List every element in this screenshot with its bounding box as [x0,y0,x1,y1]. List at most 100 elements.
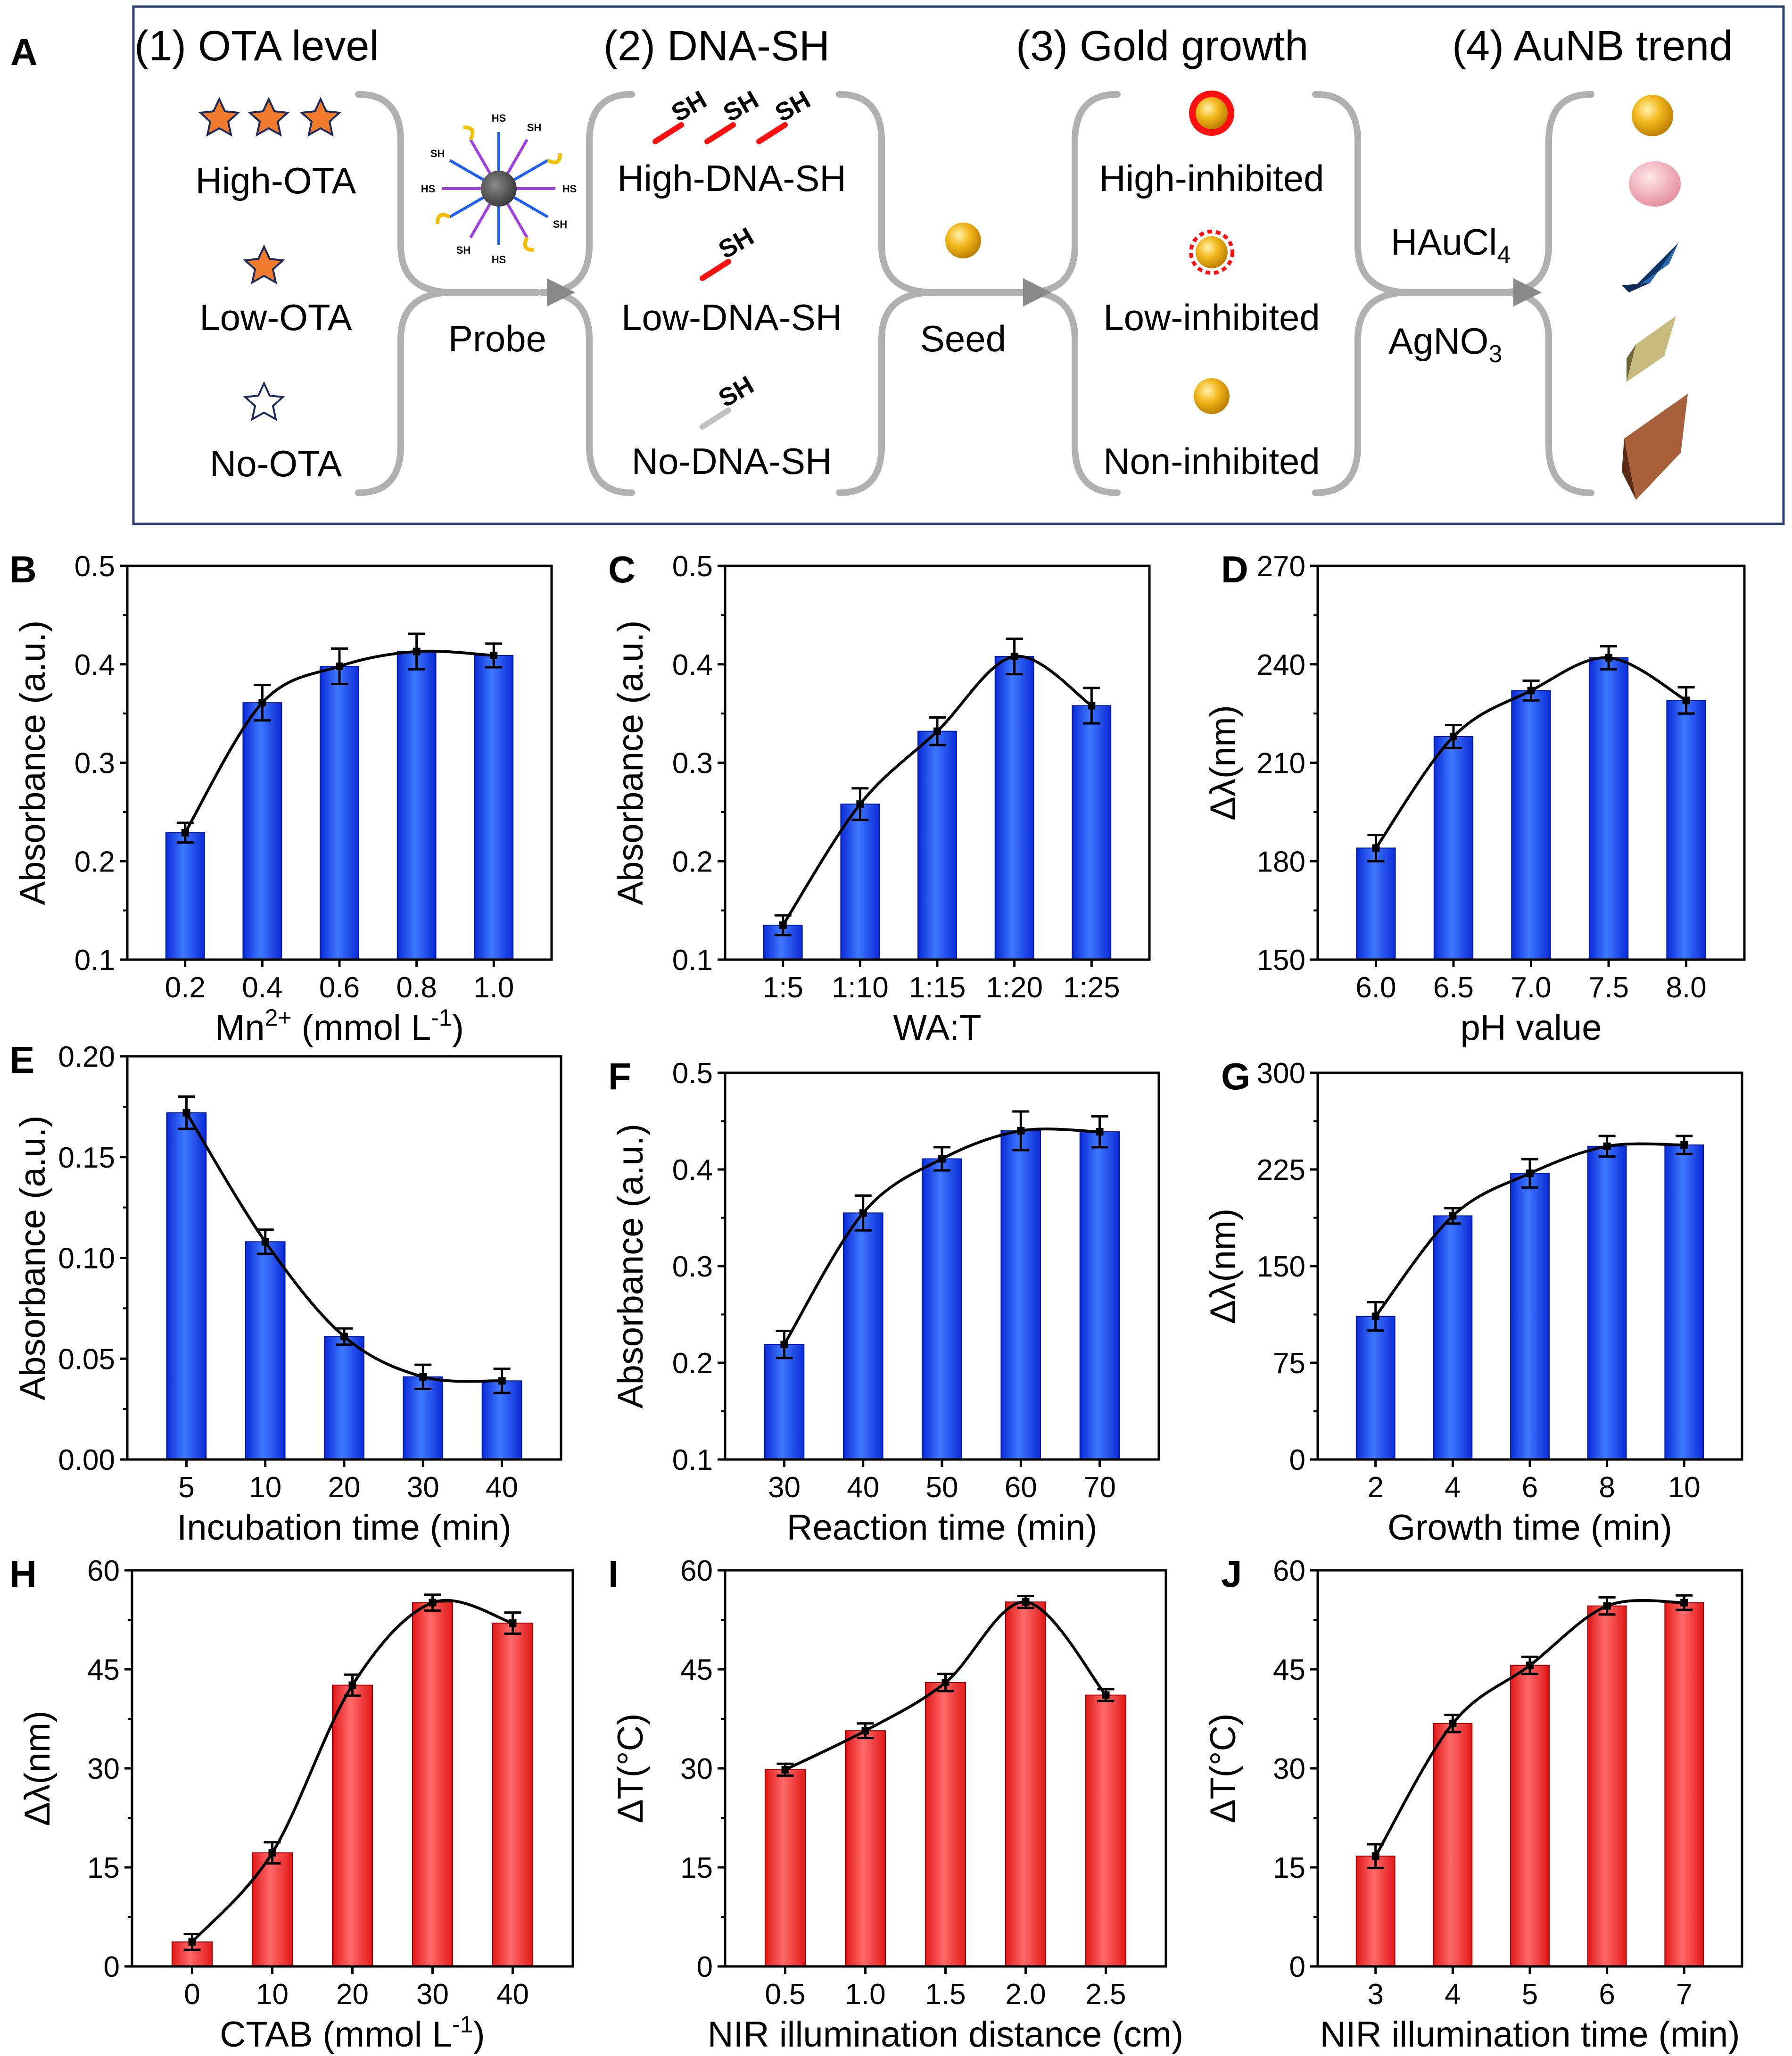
arrow-icon [1513,278,1542,307]
probe-aptamer [436,213,451,224]
x-tick-label: 7.0 [1511,971,1551,1004]
x-tick-label: 7 [1676,1978,1692,2011]
bar [412,1602,453,1967]
probe-core [481,171,517,207]
bar [1510,1665,1550,1967]
data-point [348,1681,356,1689]
bar [1433,1723,1473,1967]
y-tick-label: 225 [1257,1154,1305,1186]
x-tick-label: 6 [1522,1471,1538,1504]
data-point [188,1938,196,1946]
y-tick-label: 0.05 [58,1343,115,1376]
y-axis-label: Δλ(nm) [1203,705,1243,821]
y-tick-label: 30 [680,1753,713,1785]
bar [764,1344,805,1460]
error-bar [1091,1115,1108,1149]
trend-curve [1374,1142,1685,1318]
data-point [413,647,421,655]
data-point [1022,1598,1030,1606]
error-bar [485,642,503,669]
error-bar [254,684,271,722]
bar [396,651,437,961]
x-tick-label: 2 [1367,1471,1383,1504]
x-axis-label: CTAB (mmol L-1) [220,2011,485,2055]
bar [474,655,514,960]
arrow-icon [1023,278,1051,307]
error-bar [1012,1110,1030,1152]
no-dna-sh-icon: SH [700,371,759,430]
bar [1664,1144,1704,1460]
data-point [1680,1599,1688,1607]
y-tick-label: 15 [87,1852,120,1884]
data-point [1010,653,1018,661]
star-icon [198,97,240,137]
x-tick-label: 40 [496,1978,529,2011]
error-bar [1445,723,1462,749]
bar [320,665,359,961]
x-tick-label: 4 [1445,1978,1461,2011]
error-bar [1522,680,1540,702]
bar [332,1684,373,1967]
data-point [1682,696,1690,705]
data-point [1603,1142,1611,1150]
label-high-inhibited: High-inhibited [1099,158,1324,199]
error-bar [1521,1655,1538,1675]
x-tick-label: 70 [1083,1471,1116,1504]
panel-label: J [1221,1553,1242,1595]
gold-core-icon [1196,236,1228,268]
bar [1588,657,1629,961]
data-point [779,921,787,929]
y-tick-label: 0.3 [672,1251,713,1283]
x-tick-label: 0.8 [396,971,437,1004]
trend-curve [185,1112,502,1383]
chart-panel-c: C 0.1 0.2 0.3 0.4 0.5 1:5 1:10 1:15 1:20 1:25 Absor… [608,548,1151,1048]
data-point [419,1373,427,1381]
x-tick-label: 0.4 [242,971,282,1004]
bar [1355,1316,1396,1460]
error-bar [1444,1714,1462,1733]
probe-thiol-label: HS [421,183,436,195]
data-point [340,1333,348,1341]
panel-label: G [1221,1055,1250,1097]
thiol-label: SH [718,85,763,127]
x-tick-label: 4 [1445,1471,1461,1504]
pink-nanoparticle-icon [1629,161,1681,207]
x-tick-label: 5 [1522,1978,1538,2011]
data-point [1603,1602,1611,1610]
error-bar [851,787,869,821]
gold-sphere-icon [1632,95,1673,136]
x-tick-label: 30 [416,1978,449,2011]
y-tick-label: 45 [680,1654,713,1686]
high-ota-star-icons [198,97,342,137]
x-tick-label: 1.5 [925,1978,966,2011]
y-tick-label: 0 [104,1951,120,1983]
error-bar [1600,645,1618,671]
y-tick-label: 60 [87,1555,120,1587]
bar [917,730,957,960]
label-reagent-agno3: AgNO3 [1388,320,1502,368]
x-tick-label: 20 [328,1471,361,1504]
data-point [429,1599,437,1607]
blue-bipyramid-icon [1622,243,1678,292]
y-tick-label: 0.20 [58,1041,115,1073]
bar [845,1730,886,1967]
x-tick-label: 0.5 [765,1978,805,2011]
x-axis-label: NIR illumination distance (cm) [708,2015,1183,2055]
bar [1433,736,1474,961]
x-tick-label: 1:25 [1063,971,1120,1004]
schematic-panel: A (1) OTA level (2) DNA-SH (3) Gold grow… [10,5,1785,525]
error-bar [183,1932,201,1951]
x-tick-label: 1.0 [845,1978,885,2011]
x-tick-label: 10 [1668,1471,1701,1504]
low-inhibited-particle-icon [1189,230,1234,275]
x-tick-label: 6 [1599,1978,1615,2011]
data-point [336,662,343,670]
y-tick-label: 0.1 [672,1444,713,1476]
y-tick-label: 0.2 [672,846,713,878]
y-tick-label: 0.3 [672,747,713,780]
x-tick-label: 30 [407,1471,439,1504]
data-point [268,1849,276,1857]
bar [165,832,205,961]
trend-curve [191,1599,513,1943]
y-tick-label: 0 [697,1951,713,1983]
